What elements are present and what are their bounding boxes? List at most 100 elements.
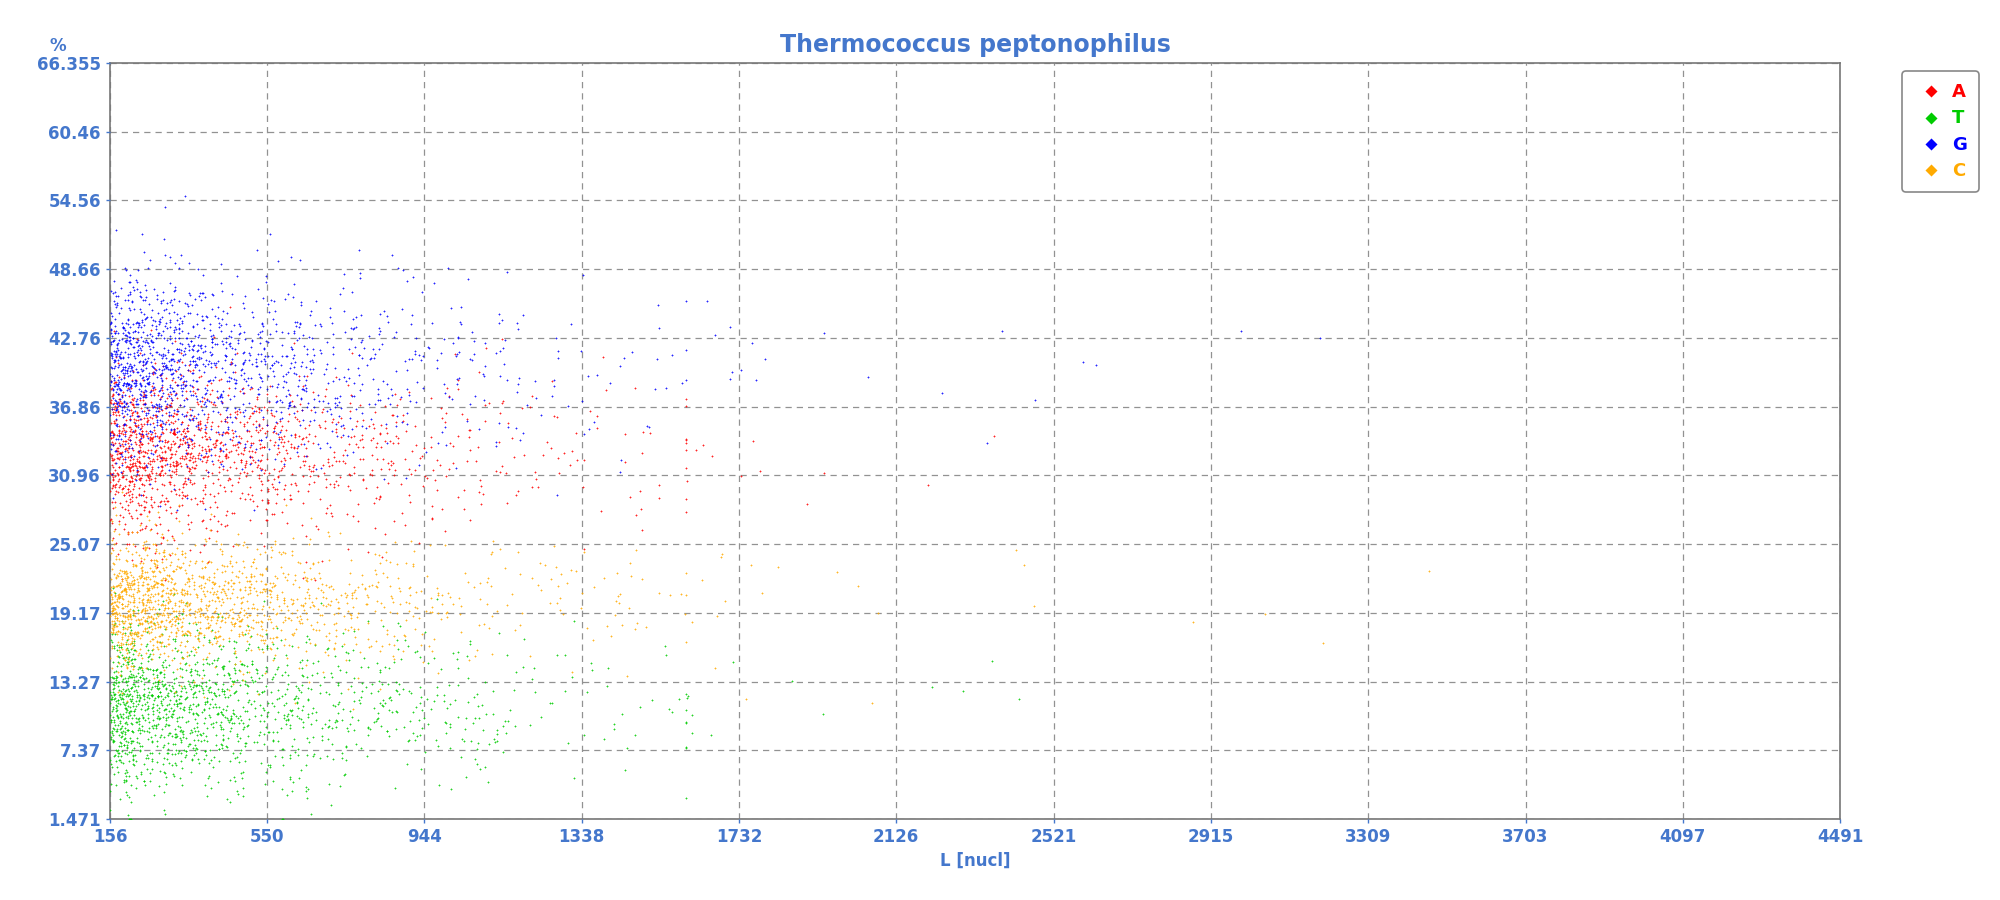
Point (128, 536, 160, 550)
Point (182, 307, 214, 321)
Point (112, 608, 144, 623)
Point (142, 526, 174, 540)
Point (366, 463, 398, 477)
Point (146, 463, 178, 477)
Point (222, 332, 254, 347)
Point (480, 723, 512, 737)
Point (282, 640, 314, 654)
Point (198, 436, 230, 451)
Point (244, 433, 276, 447)
Point (162, 326, 194, 340)
Point (96, 407, 128, 421)
Point (96, 350, 128, 365)
Point (396, 444, 428, 458)
Point (106, 436, 138, 451)
Point (112, 403, 144, 418)
Point (168, 598, 200, 613)
Point (156, 440, 188, 454)
Point (406, 381, 438, 395)
Point (94, 416, 126, 430)
Point (110, 444, 142, 458)
Point (94, 374, 126, 389)
Point (114, 626, 146, 641)
Point (370, 623, 402, 637)
Point (200, 634, 232, 649)
Point (238, 613, 270, 627)
Point (132, 505, 164, 519)
Point (116, 630, 148, 644)
Point (250, 382, 282, 397)
Point (126, 648, 158, 662)
Point (362, 706, 394, 720)
Point (102, 578, 134, 592)
Point (278, 568, 310, 582)
Point (204, 442, 236, 456)
Point (324, 287, 356, 302)
Point (126, 437, 158, 452)
Point (110, 333, 142, 347)
Point (472, 621, 504, 635)
Point (492, 598, 524, 612)
Point (126, 445, 158, 459)
Point (352, 418, 384, 433)
Point (142, 607, 174, 621)
Point (354, 640, 386, 654)
Point (404, 353, 436, 367)
Point (242, 728, 274, 742)
Point (254, 641, 286, 655)
Point (130, 751, 162, 765)
Point (140, 518, 172, 532)
Point (124, 443, 156, 457)
Point (182, 579, 214, 593)
Point (96, 326, 128, 340)
Point (106, 509, 138, 524)
Point (110, 715, 142, 729)
Point (260, 620, 292, 634)
Point (218, 706, 250, 720)
Point (160, 511, 192, 526)
Point (550, 576, 582, 590)
Point (568, 544, 600, 559)
Point (144, 434, 176, 448)
Point (94, 608, 126, 623)
Point (140, 662, 172, 676)
Point (114, 619, 146, 634)
Point (548, 607, 580, 621)
Point (168, 583, 200, 598)
Point (124, 382, 156, 396)
Point (136, 688, 168, 702)
Point (298, 572, 330, 587)
Point (270, 648, 302, 662)
Point (174, 306, 206, 320)
Point (226, 595, 258, 609)
Point (132, 711, 164, 725)
Point (152, 752, 184, 766)
Point (334, 332, 366, 347)
Point (158, 689, 190, 704)
Point (158, 421, 190, 436)
Point (196, 624, 228, 638)
Point (108, 322, 140, 337)
Point (98, 713, 130, 727)
Point (100, 718, 132, 733)
Point (282, 320, 314, 335)
Point (444, 590, 476, 605)
Point (146, 477, 178, 491)
Point (210, 425, 242, 439)
Point (196, 637, 228, 652)
Point (114, 424, 146, 438)
Point (164, 599, 196, 614)
Point (422, 666, 454, 680)
Point (332, 623, 364, 637)
Point (120, 644, 152, 659)
Point (102, 612, 134, 626)
Point (190, 454, 222, 469)
Point (114, 377, 146, 392)
Point (136, 643, 168, 657)
Point (174, 543, 206, 557)
Point (270, 632, 302, 646)
Point (262, 438, 294, 453)
Point (110, 377, 142, 392)
Point (128, 461, 160, 475)
Point (226, 612, 258, 626)
